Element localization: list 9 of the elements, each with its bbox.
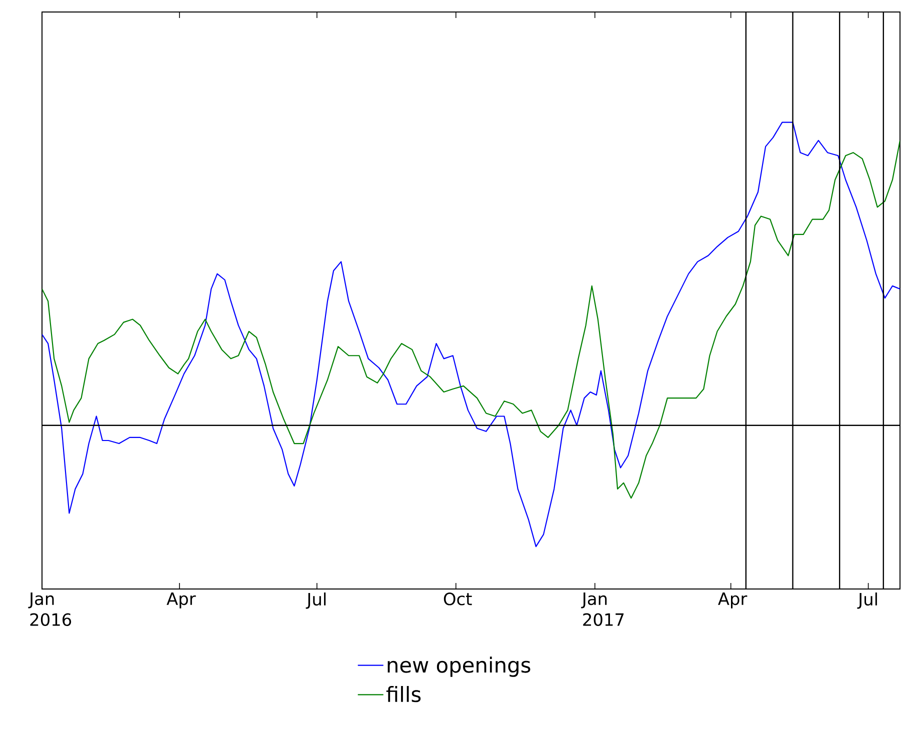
x-tick-label: Apr <box>166 592 196 608</box>
x-tick-label: Jan 2017 <box>581 592 624 626</box>
legend-label: new openings <box>388 656 530 677</box>
legend-label: fills <box>386 686 421 702</box>
x-tick-label: Jan 2016 <box>28 592 72 626</box>
x-tick-label: Jul <box>857 592 877 609</box>
x-tick-label: Oct <box>444 592 472 606</box>
x-tick-label: Jul <box>306 592 326 609</box>
x-tick-label: Apr <box>718 592 748 608</box>
